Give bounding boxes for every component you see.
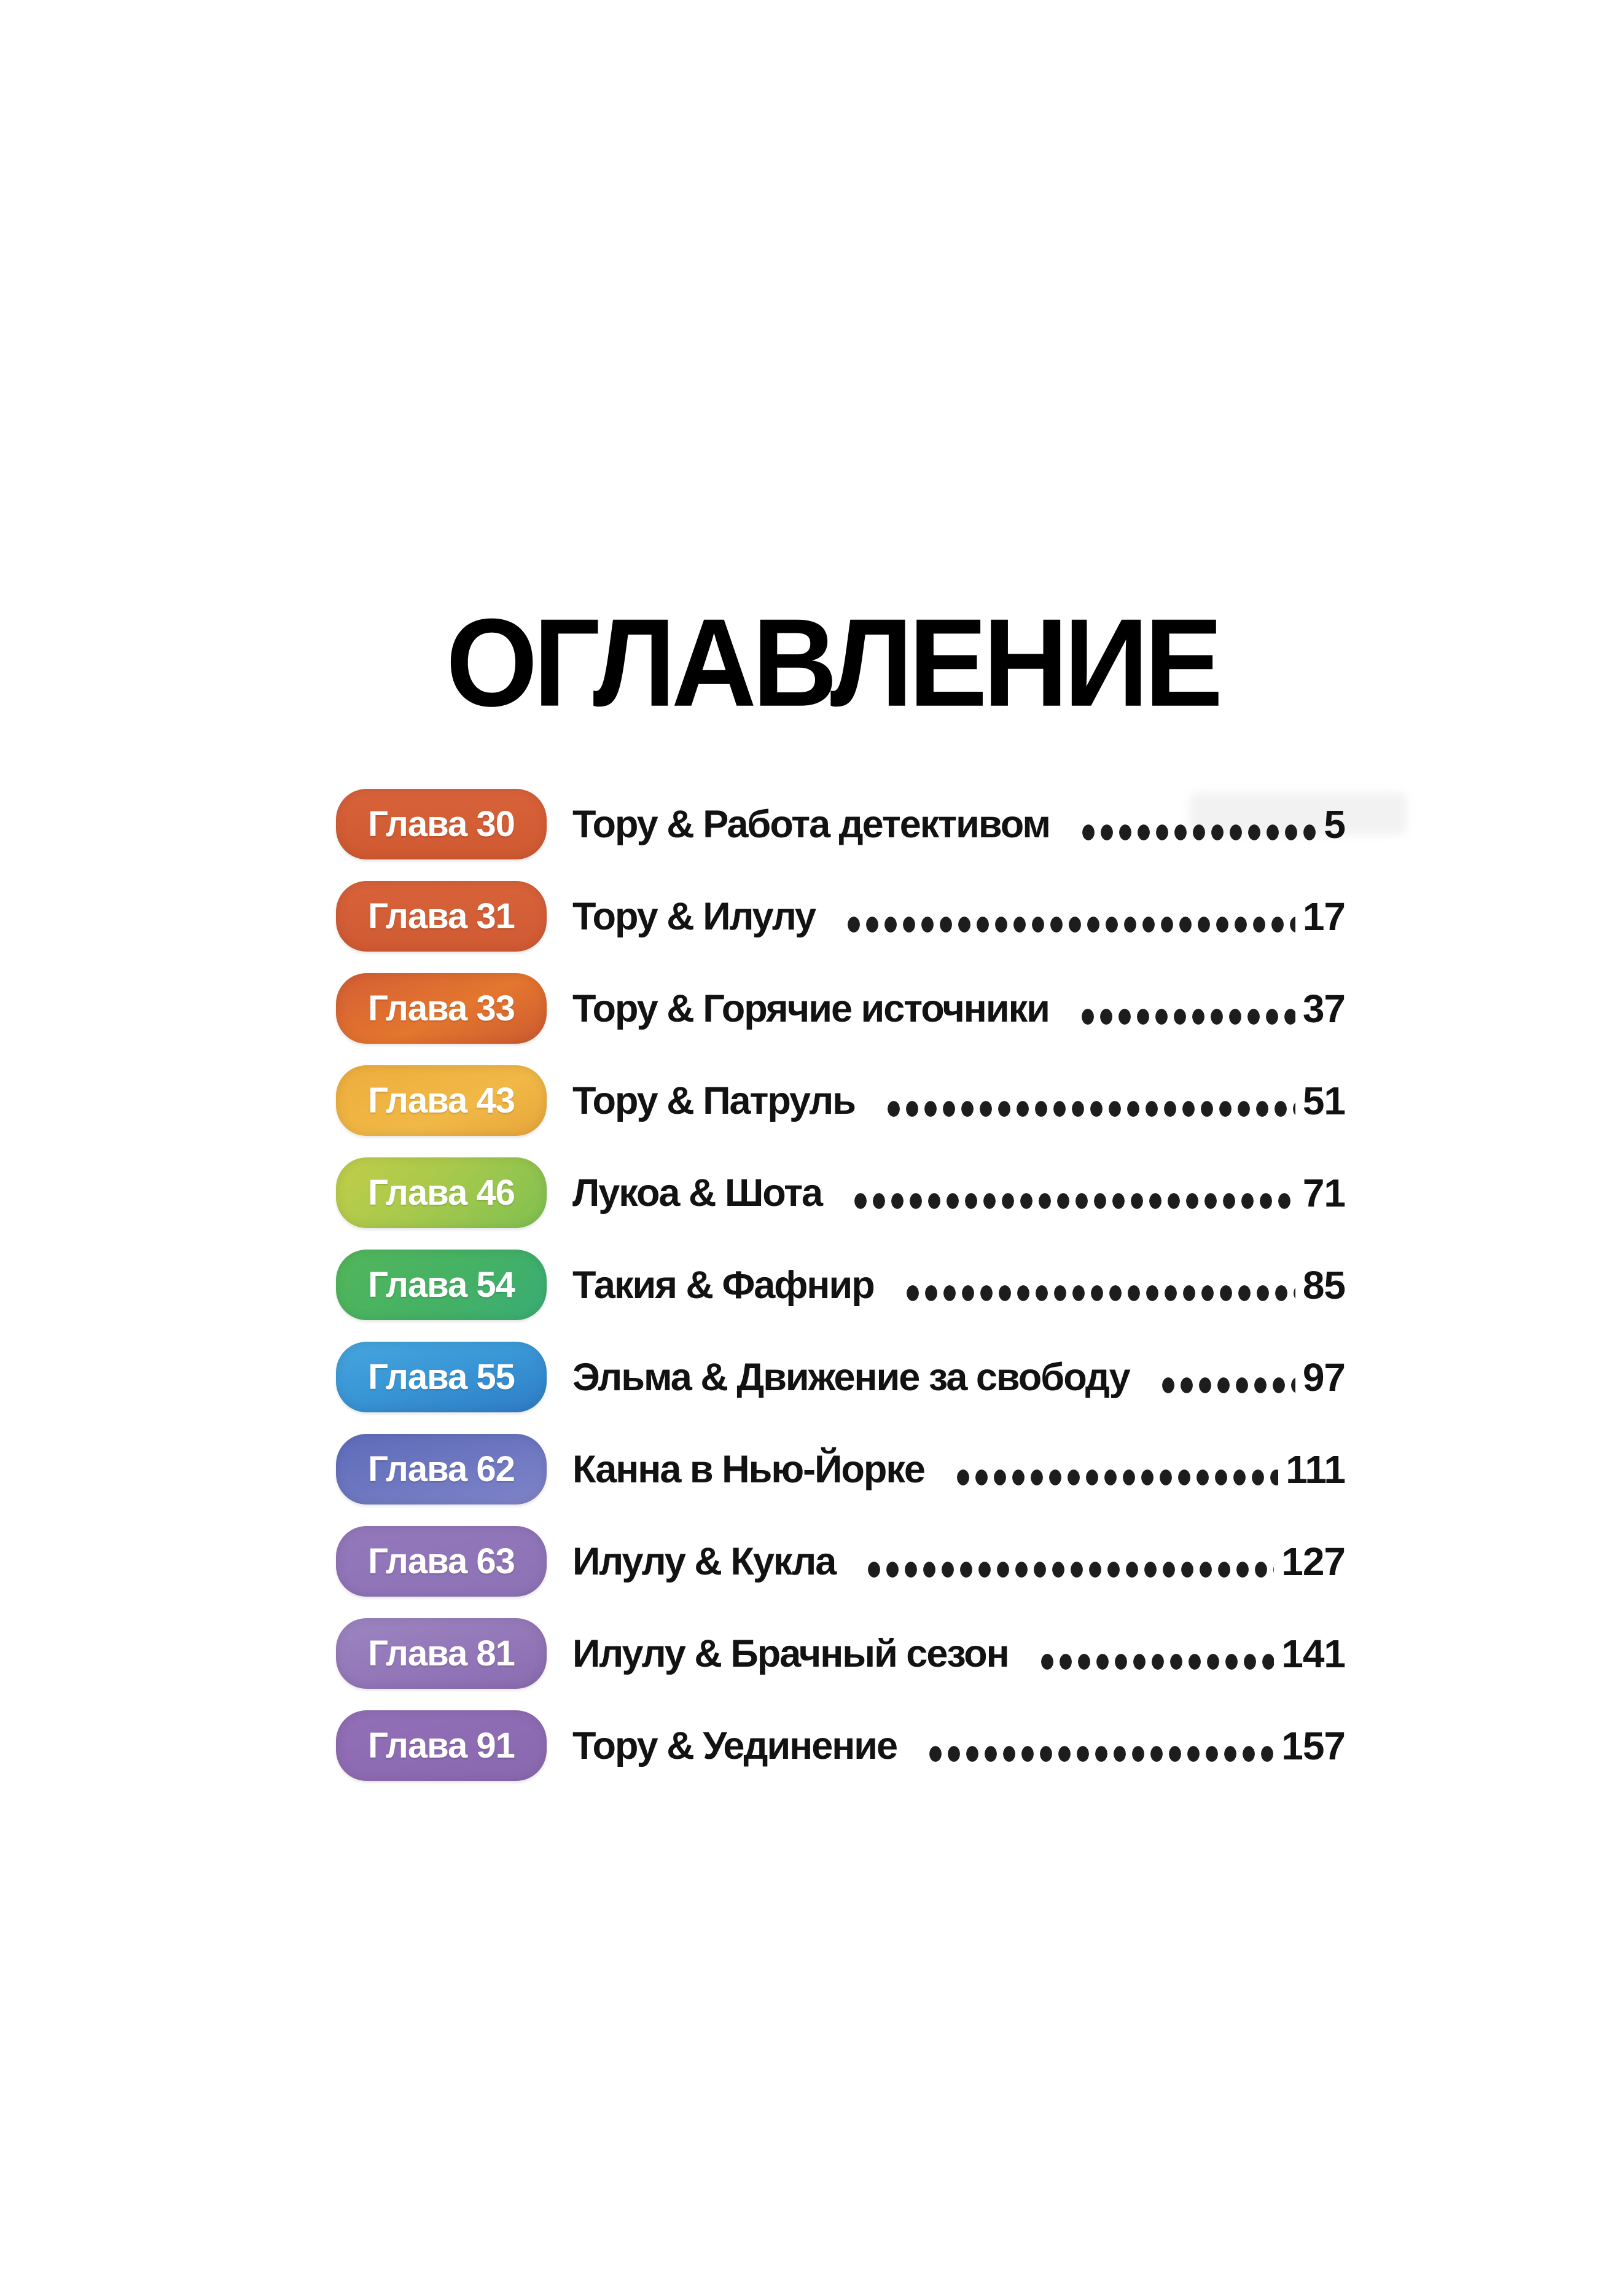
chapter-pill: Глава 43: [336, 1065, 547, 1136]
entry-title: Эльма & Движение за свободу: [572, 1355, 1131, 1399]
toc-entry: Тору & Илулу 17: [547, 894, 1346, 939]
toc-row: Глава 30 Тору & Работа детективом 5: [336, 789, 1346, 859]
toc-list: Глава 30 Тору & Работа детективом 5 Глав…: [336, 789, 1346, 1802]
toc-row: Глава 31 Тору & Илулу 17: [336, 881, 1346, 952]
toc-entry: Тору & Горячие источники 37: [547, 986, 1346, 1031]
chapter-pill: Глава 91: [336, 1710, 547, 1781]
page-number: 51: [1302, 1078, 1346, 1123]
toc-entry: Илулу & Кукла 127: [547, 1539, 1346, 1584]
chapter-pill: Глава 81: [336, 1618, 547, 1689]
dot-leader: [1158, 1377, 1295, 1393]
toc-row: Глава 55 Эльма & Движение за свободу 97: [336, 1342, 1346, 1412]
toc-entry: Тору & Работа детективом 5: [547, 802, 1346, 847]
toc-entry: Лукоа & Шота 71: [547, 1170, 1346, 1216]
dot-leader: [903, 1285, 1295, 1301]
chapter-pill: Глава 54: [336, 1250, 547, 1320]
toc-row: Глава 54 Такия & Фафнир 85: [336, 1250, 1346, 1320]
page-number: 5: [1324, 802, 1346, 847]
entry-title: Лукоа & Шота: [572, 1171, 823, 1215]
chapter-pill: Глава 30: [336, 789, 547, 859]
dot-leader: [884, 1101, 1295, 1117]
dot-leader: [865, 1562, 1275, 1578]
page-number: 37: [1302, 986, 1346, 1031]
chapter-pill: Глава 62: [336, 1434, 547, 1504]
toc-entry: Тору & Патруль 51: [547, 1078, 1346, 1124]
entry-title: Илулу & Брачный сезон: [572, 1632, 1010, 1675]
page-number: 141: [1281, 1631, 1346, 1676]
dot-leader: [1079, 824, 1317, 840]
toc-row: Глава 33 Тору & Горячие источники 37: [336, 973, 1346, 1044]
dot-leader: [926, 1746, 1275, 1762]
page-number: 97: [1302, 1355, 1346, 1399]
chapter-pill: Глава 46: [336, 1157, 547, 1228]
entry-title: Илулу & Кукла: [572, 1540, 837, 1583]
toc-entry: Такия & Фафнир 85: [547, 1262, 1346, 1308]
entry-title: Тору & Илулу: [572, 894, 816, 938]
dot-leader: [1037, 1654, 1275, 1670]
chapter-pill: Глава 63: [336, 1526, 547, 1597]
entry-title: Тору & Горячие источники: [572, 987, 1050, 1030]
toc-entry: Канна в Нью-Йорке 111: [547, 1447, 1346, 1492]
toc-entry: Илулу & Брачный сезон 141: [547, 1631, 1346, 1677]
toc-row: Глава 91 Тору & Уединение 157: [336, 1710, 1346, 1781]
toc-row: Глава 81 Илулу & Брачный сезон 141: [336, 1618, 1346, 1689]
entry-title: Тору & Работа детективом: [572, 802, 1051, 846]
entry-title: Такия & Фафнир: [572, 1263, 875, 1307]
page-number: 71: [1302, 1170, 1346, 1215]
toc-entry: Эльма & Движение за свободу 97: [547, 1355, 1346, 1400]
entry-title: Тору & Уединение: [572, 1724, 898, 1767]
toc-row: Глава 63 Илулу & Кукла 127: [336, 1526, 1346, 1597]
chapter-pill: Глава 55: [336, 1342, 547, 1412]
dot-leader: [851, 1193, 1295, 1209]
page-number: 157: [1281, 1723, 1346, 1768]
chapter-pill: Глава 33: [336, 973, 547, 1044]
toc-row: Глава 46 Лукоа & Шота 71: [336, 1157, 1346, 1228]
chapter-pill: Глава 31: [336, 881, 547, 952]
page-title: ОГЛАВЛЕНИЕ: [446, 592, 1223, 732]
dot-leader: [1078, 1009, 1295, 1025]
dot-leader: [845, 917, 1295, 933]
dot-leader: [953, 1469, 1279, 1485]
page-number: 127: [1281, 1539, 1346, 1584]
page-number: 111: [1286, 1447, 1346, 1492]
toc-row: Глава 62 Канна в Нью-Йорке 111: [336, 1434, 1346, 1504]
entry-title: Канна в Нью-Йорке: [572, 1447, 926, 1491]
toc-entry: Тору & Уединение 157: [547, 1723, 1346, 1769]
page-number: 85: [1302, 1262, 1346, 1307]
page-number: 17: [1302, 894, 1346, 939]
entry-title: Тору & Патруль: [572, 1079, 856, 1122]
toc-row: Глава 43 Тору & Патруль 51: [336, 1065, 1346, 1136]
